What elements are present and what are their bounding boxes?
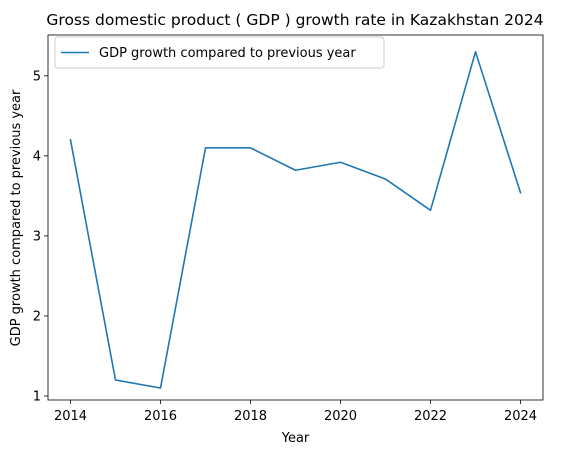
x-axis-title: Year — [281, 431, 310, 446]
legend-box — [54, 36, 385, 69]
y-tick-label: 3 — [33, 229, 41, 244]
y-axis-title: GDP growth compared to previous year — [9, 89, 24, 346]
x-tick-label: 2018 — [234, 409, 267, 424]
series-line-0 — [69, 51, 522, 389]
chart-title: Gross domestic product ( GDP ) growth ra… — [46, 11, 543, 29]
legend-label: GDP growth compared to previous year — [99, 46, 356, 61]
y-axis: 1 2 3 4 5 — [33, 69, 48, 404]
plot-area — [47, 34, 544, 401]
plot-frame — [47, 34, 544, 401]
x-tick-label: 2016 — [144, 409, 177, 424]
y-tick-label: 1 — [33, 389, 41, 404]
x-tick-label: 2024 — [504, 409, 537, 424]
x-tick-label: 2022 — [414, 409, 447, 424]
x-axis: 2014 2016 2018 2020 2022 2024 — [54, 400, 537, 424]
y-tick-label: 4 — [33, 149, 41, 164]
y-tick-label: 2 — [33, 309, 41, 324]
x-tick-label: 2020 — [324, 409, 357, 424]
y-tick-label: 5 — [33, 69, 41, 84]
legend: GDP growth compared to previous year — [54, 36, 385, 69]
x-tick-label: 2014 — [54, 409, 87, 424]
